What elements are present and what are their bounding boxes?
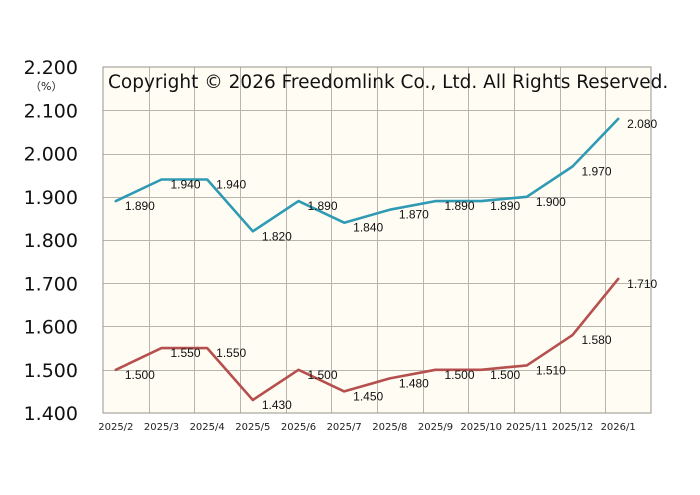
y-tick-label: 1.600 (24, 317, 78, 339)
data-label: 2.080 (627, 117, 657, 131)
x-tick-label: 2025/2 (98, 422, 133, 433)
x-tick-label: 2025/3 (144, 422, 179, 433)
data-label: 1.450 (353, 389, 383, 403)
y-tick-label: 1.800 (24, 230, 78, 252)
data-label: 1.970 (582, 164, 612, 178)
data-label: 1.550 (171, 346, 201, 360)
data-label: 1.710 (627, 277, 657, 291)
data-label: 1.900 (536, 195, 566, 209)
data-label: 1.940 (171, 177, 201, 191)
data-label: 1.500 (125, 368, 155, 382)
y-tick-label: 2.100 (24, 100, 78, 122)
data-label: 1.890 (490, 199, 520, 213)
series-layer: 1.890 1.940 1.940 1.820 1.890 1.840 1.870 1.890… (114, 117, 658, 412)
series-lower: 1.500 1.550 1.550 1.430 1.500 1.450 1.480 1.500… (114, 277, 658, 412)
data-label: 1.480 (399, 376, 429, 390)
data-label: 1.870 (399, 208, 429, 222)
data-label: 1.820 (262, 229, 292, 243)
y-tick-label: 1.500 (24, 360, 78, 382)
y-tick-label: 1.400 (24, 403, 78, 425)
y-tick-label: 1.700 (24, 273, 78, 295)
x-tick-label: 2025/11 (506, 422, 548, 433)
x-tick-label: 2025/12 (552, 422, 594, 433)
x-tick-label: 2025/6 (281, 422, 316, 433)
data-label: 1.550 (216, 346, 246, 360)
data-label: 1.890 (308, 199, 338, 213)
data-label: 1.840 (353, 221, 383, 235)
x-tick-label: 2025/9 (418, 422, 453, 433)
data-label: 1.510 (536, 363, 566, 377)
x-tick-label: 2026/1 (601, 422, 636, 433)
data-label: 1.940 (216, 177, 246, 191)
x-axis: 2025/2 2025/3 2025/4 2025/5 2025/6 2025/7 2025… (98, 422, 636, 433)
data-label: 1.500 (490, 368, 520, 382)
y-tick-label: 2.200 (24, 57, 78, 79)
data-label: 1.890 (125, 199, 155, 213)
series-upper: 1.890 1.940 1.940 1.820 1.890 1.840 1.870 1.890… (114, 117, 658, 243)
y-tick-label: 2.000 (24, 144, 78, 166)
copyright-notice: Copyright © 2026 Freedomlink Co., Ltd. A… (108, 72, 668, 93)
data-label: 1.580 (582, 333, 612, 347)
series-line (114, 117, 620, 233)
x-tick-label: 2025/5 (235, 422, 270, 433)
x-tick-label: 2025/10 (460, 422, 502, 433)
x-tick-label: 2025/4 (190, 422, 225, 433)
y-axis: 1.400 1.500 1.600 1.700 1.800 1.900 2.000 2.100… (24, 57, 78, 425)
y-tick-label: 1.900 (24, 187, 78, 209)
x-tick-label: 2025/7 (327, 422, 362, 433)
grid (103, 67, 651, 413)
series-line (114, 277, 620, 402)
x-tick-label: 2025/8 (372, 422, 407, 433)
data-label: 1.500 (308, 368, 338, 382)
data-label: 1.430 (262, 398, 292, 412)
y-unit-label: （%） (30, 80, 62, 93)
plot-border (102, 66, 652, 414)
data-label: 1.890 (445, 199, 475, 213)
data-label: 1.500 (445, 368, 475, 382)
